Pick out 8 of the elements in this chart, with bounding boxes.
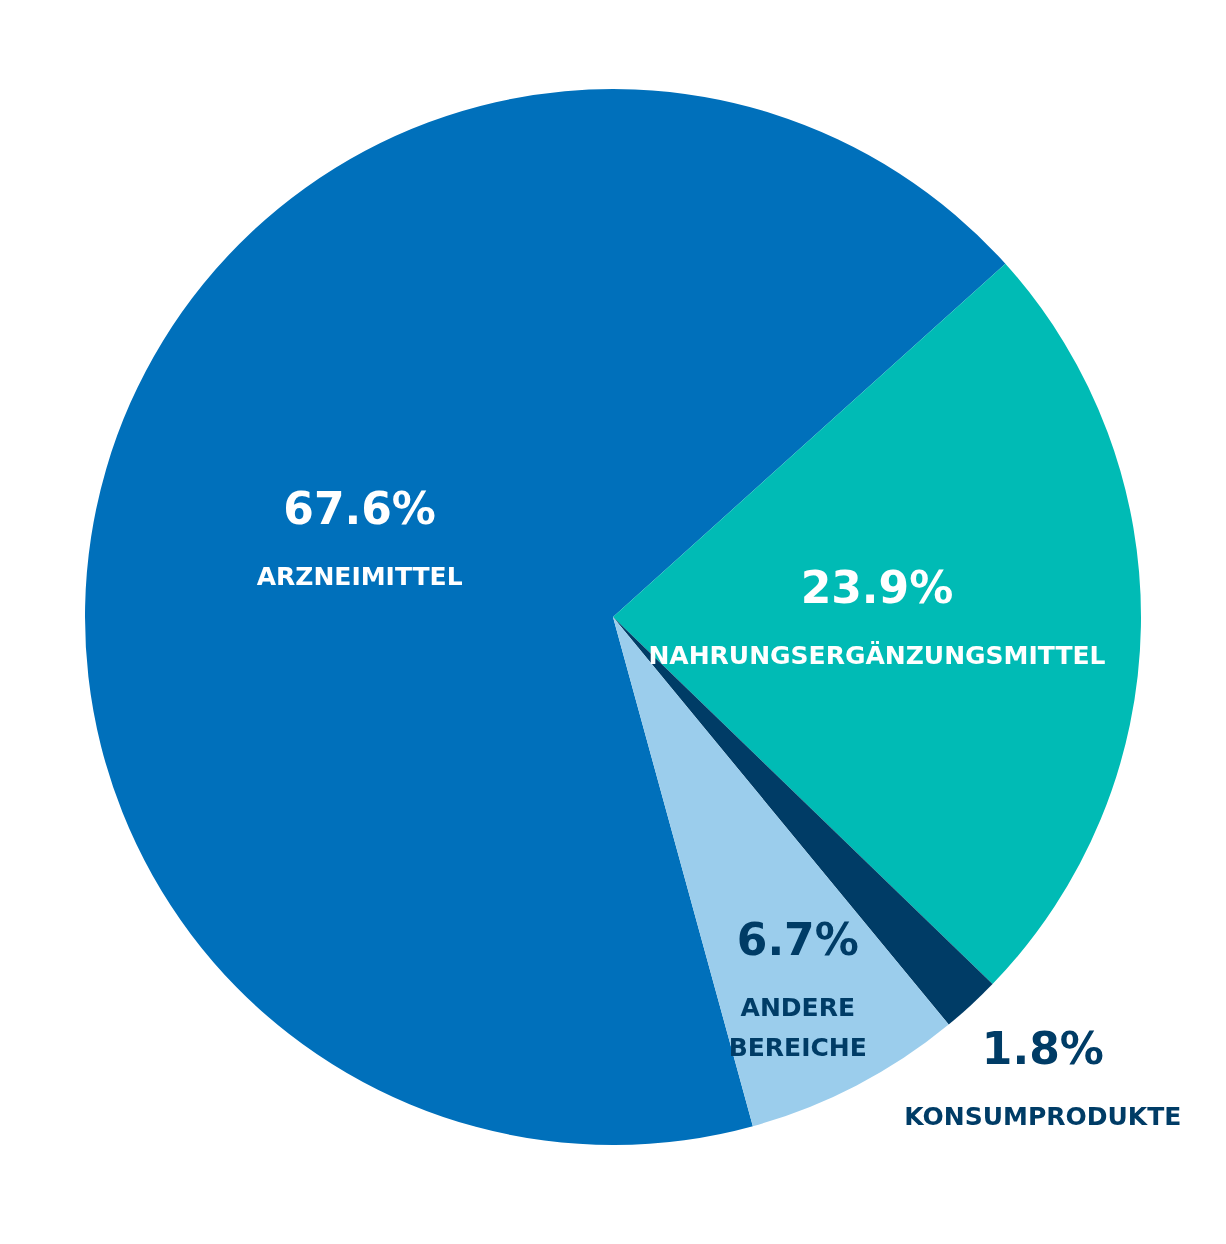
data-label: 23.9% bbox=[800, 562, 954, 614]
slice-label: ARZNEIMITTEL bbox=[256, 562, 463, 592]
data-label: 1.8% bbox=[981, 1022, 1104, 1074]
slice-label: KONSUMPRODUKTE bbox=[904, 1101, 1182, 1131]
slice-label: NAHRUNGSERGÄNZUNGSMITTEL bbox=[648, 640, 1106, 671]
data-label: 67.6% bbox=[283, 483, 436, 535]
data-label: 6.7% bbox=[736, 913, 859, 965]
slice-label: ANDERE BEREICHE bbox=[728, 992, 867, 1062]
